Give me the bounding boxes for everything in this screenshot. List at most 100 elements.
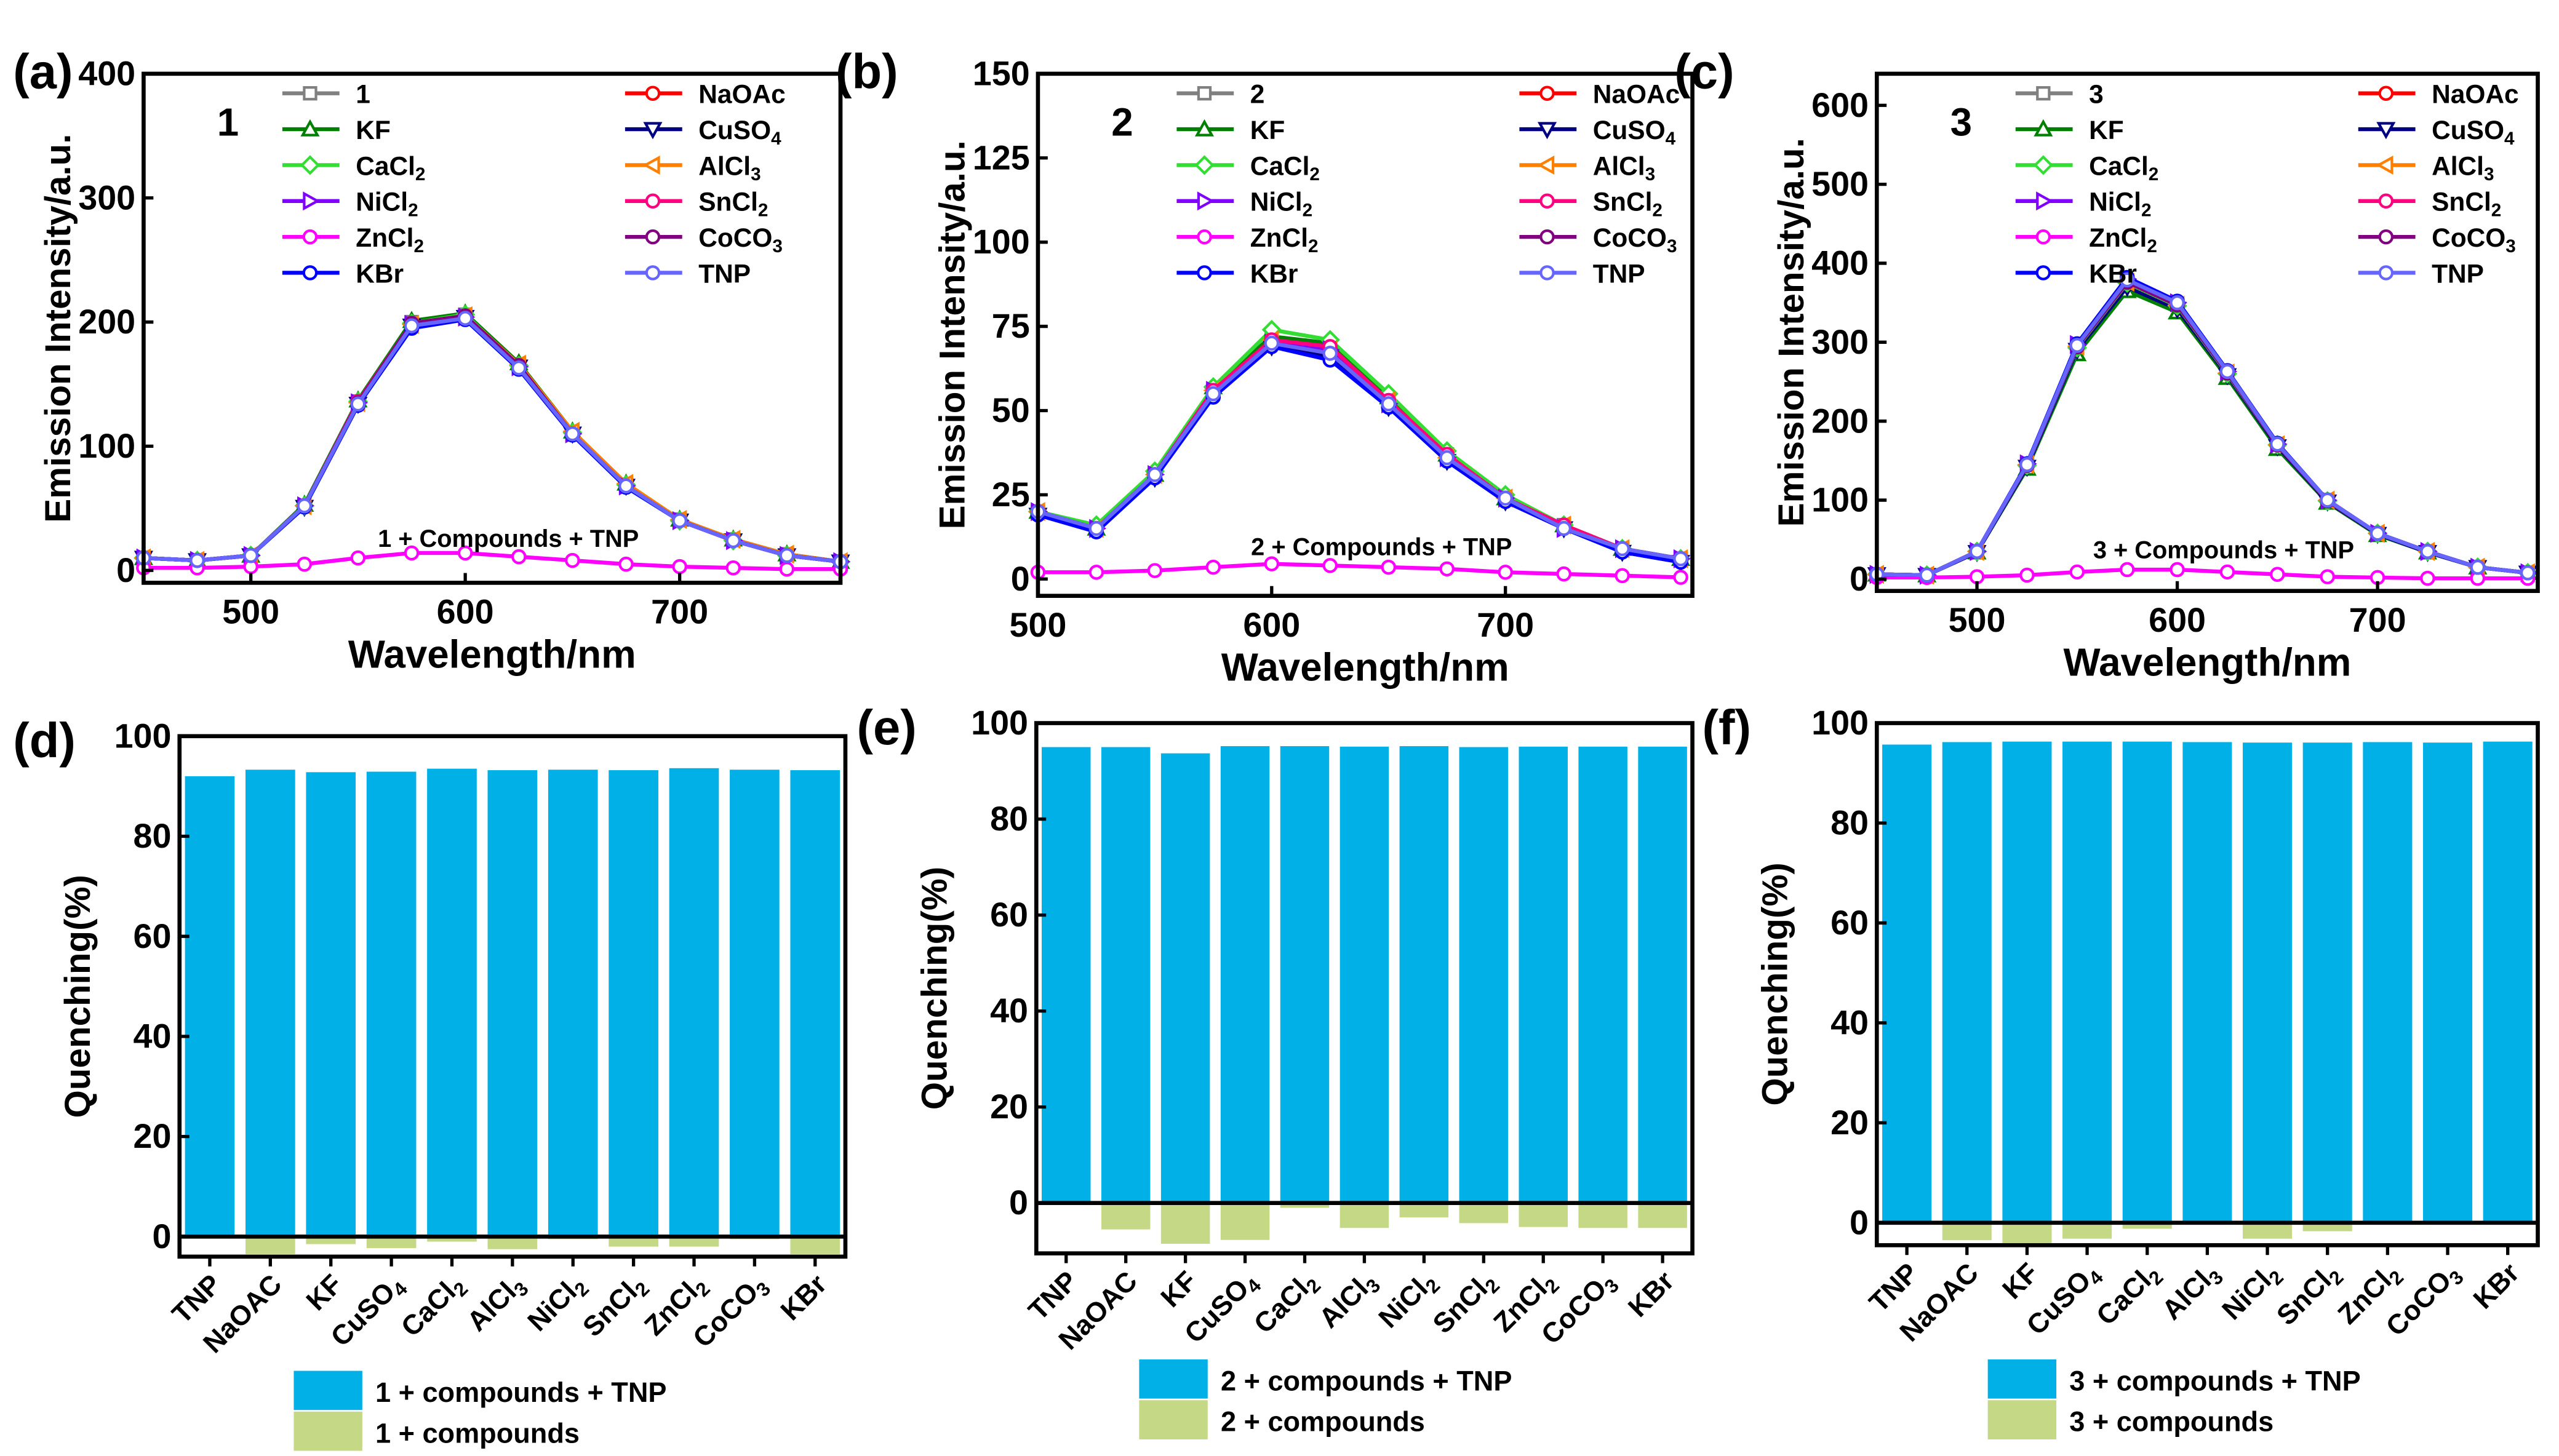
y-tick-label: 300 [78,178,135,217]
circle-marker [2378,229,2394,245]
circle-marker [457,545,473,561]
series-line [1877,278,2528,578]
legend-item: KBr [1176,259,1298,288]
series-line [143,312,841,564]
y-tick-label: 100 [1811,481,1869,519]
diamond-marker [1194,155,1215,175]
triangle-up-marker [300,119,320,137]
circle-marker [2069,564,2085,580]
y-tick-label: 25 [992,475,1030,514]
circle-marker [1556,566,1571,582]
series-line [1037,334,1682,561]
circle-marker [618,556,634,572]
circle-marker [2219,564,2235,580]
circle-marker [1673,570,1688,585]
circle-marker [1919,567,1934,583]
legend-label: ZnCl2 [2089,223,2157,257]
circle-marker [725,560,741,576]
sample-label: 3 [1950,101,1972,145]
circle-marker [672,559,687,575]
circle-marker [1381,396,1397,412]
legend-label: NaOAc [2432,80,2518,109]
series-line [1037,341,1682,561]
triangle-left-marker [1537,155,1555,175]
bar-CaCl2 [1280,746,1330,1203]
triangle-right-marker [2036,191,2054,211]
triangle-up-marker [1194,119,1215,137]
bar-CaCl2 [427,1236,477,1242]
legend-swatch [293,1370,362,1410]
triangle-up-marker [2034,119,2053,137]
bar-CuSO4 [2062,741,2112,1223]
y-tick-label: 100 [971,704,1028,742]
series-CoCO3 [1869,274,2536,583]
square-marker [2036,86,2051,101]
y-tick-label: 300 [1811,323,1869,361]
triangle-left-marker [2376,155,2393,175]
series-ZnCl2 [1869,562,2536,586]
bar-CuSO4 [366,771,417,1237]
legend-label: CuSO4 [698,116,781,149]
series-3 [1869,273,2535,583]
legend-item: NaOAc [1519,80,1680,109]
circle-marker [297,556,313,572]
series-line [1877,276,2528,578]
legend-item: NaOAc [625,80,786,109]
legend-item: CoCO3 [2358,223,2516,257]
circle-marker [779,561,795,577]
bar-SnCl2 [1459,1203,1509,1223]
legend-item: CuSO4 [1519,116,1676,149]
legend-item: SnCl2 [2358,188,2501,221]
circle-marker [2520,565,2536,581]
bar-NaOAC [246,1236,295,1254]
panel-label: (f) [1702,700,1751,755]
legend-item: TNP [1519,259,1645,288]
circle-marker [645,265,661,280]
y-tick-label: 80 [990,800,1028,838]
bar-KBr [2483,741,2533,1223]
circle-marker [725,533,741,549]
circle-marker [2119,562,2135,578]
legend-label: SnCl2 [2432,188,2501,221]
legend-item: TNP [2358,259,2484,288]
y-tick-label: 150 [973,54,1030,92]
bar-SnCl2 [2302,742,2352,1223]
bar-CuSO4 [2062,1222,2112,1239]
x-tick-label: NiCl2 [1372,1265,1444,1337]
y-tick-label: 600 [1811,86,1869,124]
x-tick-label: CaCl2 [395,1268,473,1346]
bar-AlCl3 [1339,746,1389,1203]
y-axis-label: Quenching(%) [1755,862,1795,1105]
circle-marker [779,547,795,563]
x-tick-label: AlCl3 [2155,1257,2227,1329]
series-KBr [1869,269,2536,583]
circle-marker [302,229,318,245]
legend-label: TNP [698,259,751,288]
legend: 3 NaOAc KF CuSO4 CaCl2 AlCl3 NiCl2 SnCl2 ZnCl2 Co… [2015,80,2519,288]
y-tick-label: 60 [1830,904,1869,942]
series-line [1037,327,1682,561]
bar-ZnCl2 [2363,742,2413,1223]
bar-TNP [185,776,235,1237]
circle-marker [2369,525,2385,541]
legend-item: ZnCl2 [282,223,424,257]
circle-marker [190,552,205,568]
legend-label: 3 + compounds [2069,1406,2274,1438]
legend-label: CoCO3 [2432,223,2516,257]
series-TNP [1030,335,1688,567]
series-line [143,312,841,564]
circle-marker [350,550,366,566]
series-TNP [1869,272,2536,583]
legend-item: ZnCl2 [2015,223,2157,257]
circle-marker [645,193,661,209]
panel-label: (e) [857,700,917,755]
circle-marker [1539,193,1555,209]
bar-CaCl2 [427,768,477,1237]
circle-marker [350,396,366,412]
bar-NiCl2 [2243,1222,2293,1239]
circle-marker [2420,544,2435,559]
bar-NaOAC [1101,747,1151,1203]
y-tick-label: 50 [992,391,1030,429]
